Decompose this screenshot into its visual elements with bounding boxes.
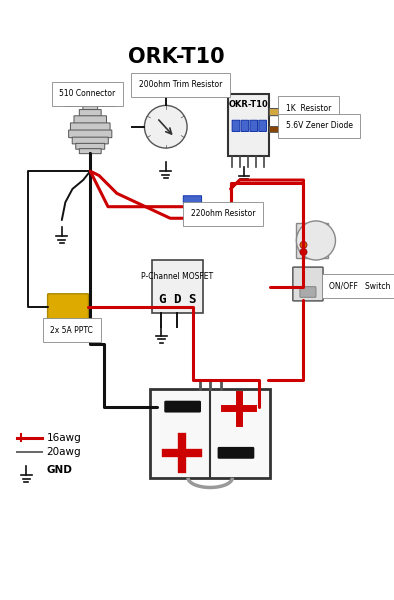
FancyBboxPatch shape — [152, 260, 203, 313]
FancyBboxPatch shape — [269, 127, 282, 133]
FancyBboxPatch shape — [183, 196, 202, 203]
FancyBboxPatch shape — [296, 223, 328, 258]
FancyBboxPatch shape — [76, 143, 105, 149]
Text: 1K  Resistor: 1K Resistor — [286, 104, 331, 113]
FancyBboxPatch shape — [65, 100, 115, 106]
FancyBboxPatch shape — [269, 109, 284, 116]
Text: 200ohm Trim Resistor: 200ohm Trim Resistor — [139, 80, 223, 89]
Circle shape — [296, 221, 335, 260]
Text: 5.6V Zener Diode: 5.6V Zener Diode — [286, 121, 353, 130]
FancyBboxPatch shape — [79, 149, 101, 154]
FancyBboxPatch shape — [293, 267, 323, 301]
Text: ORK-T10: ORK-T10 — [128, 47, 225, 67]
FancyBboxPatch shape — [79, 110, 101, 116]
FancyBboxPatch shape — [71, 123, 110, 131]
Text: 510 Connector: 510 Connector — [59, 89, 115, 98]
FancyBboxPatch shape — [165, 402, 200, 412]
Text: 20awg: 20awg — [47, 447, 81, 457]
FancyBboxPatch shape — [48, 294, 89, 320]
FancyBboxPatch shape — [241, 120, 249, 131]
FancyBboxPatch shape — [228, 94, 269, 156]
Text: ON/OFF   Switch: ON/OFF Switch — [329, 281, 390, 290]
FancyBboxPatch shape — [259, 120, 266, 131]
Text: P-Channel MOSFET: P-Channel MOSFET — [141, 272, 214, 281]
Circle shape — [145, 106, 187, 148]
Text: 16awg: 16awg — [47, 433, 82, 443]
FancyBboxPatch shape — [219, 448, 253, 458]
FancyBboxPatch shape — [74, 116, 106, 124]
Text: G D S: G D S — [158, 293, 196, 305]
FancyBboxPatch shape — [83, 104, 98, 110]
Text: 220ohm Resistor: 220ohm Resistor — [191, 209, 255, 218]
Circle shape — [300, 248, 307, 256]
Text: OKR-T10: OKR-T10 — [229, 100, 268, 109]
FancyBboxPatch shape — [150, 389, 270, 478]
FancyBboxPatch shape — [250, 120, 258, 131]
Text: GND: GND — [47, 465, 72, 475]
FancyBboxPatch shape — [72, 137, 108, 144]
Text: 2x 5A PPTC: 2x 5A PPTC — [50, 326, 93, 335]
FancyBboxPatch shape — [300, 287, 316, 298]
FancyBboxPatch shape — [232, 120, 240, 131]
Circle shape — [300, 241, 307, 248]
FancyBboxPatch shape — [69, 130, 112, 137]
